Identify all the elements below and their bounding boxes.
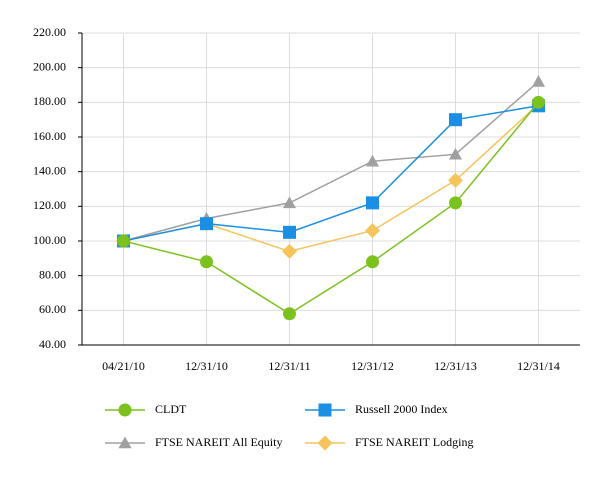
data-point [365, 223, 380, 239]
y-tick-label: 180.00 [33, 94, 66, 108]
x-tick-label: 04/21/10 [102, 359, 145, 373]
y-tick-label: 140.00 [33, 163, 66, 177]
y-tick-label: 220.00 [33, 25, 66, 39]
data-point [200, 255, 213, 269]
data-point [283, 225, 296, 239]
y-tick-label: 80.00 [39, 267, 66, 281]
x-tick-label: 12/31/10 [185, 359, 228, 373]
data-point [282, 243, 297, 259]
data-point [449, 196, 462, 210]
legend-marker [118, 436, 132, 449]
data-point [366, 255, 379, 269]
y-tick-label: 100.00 [33, 233, 66, 247]
legend-label: CLDT [155, 402, 187, 416]
legend-label: Russell 2000 Index [355, 402, 448, 416]
legend-marker [318, 403, 332, 417]
data-point [283, 196, 296, 209]
legend-label: FTSE NAREIT All Equity [155, 435, 282, 449]
data-point [532, 75, 545, 87]
legend-marker [118, 403, 132, 417]
data-point [366, 196, 379, 210]
x-tick-label: 12/31/11 [268, 359, 310, 373]
legend-marker [317, 435, 333, 451]
data-point [283, 307, 296, 321]
series-line [123, 101, 540, 315]
y-tick-label: 160.00 [33, 129, 66, 143]
data-point [532, 95, 545, 109]
y-tick-label: 40.00 [39, 337, 66, 351]
x-tick-label: 12/31/13 [434, 359, 477, 373]
legend-label: FTSE NAREIT Lodging [355, 435, 473, 449]
x-tick-label: 12/31/14 [517, 359, 560, 373]
data-point [449, 113, 462, 127]
y-tick-label: 60.00 [39, 302, 66, 316]
y-tick-label: 120.00 [33, 198, 66, 212]
x-tick-label: 12/31/12 [351, 359, 394, 373]
data-point [366, 154, 379, 167]
data-point [117, 234, 130, 248]
series-line [123, 105, 539, 242]
data-point [200, 217, 213, 231]
series-line [123, 80, 539, 242]
data-point [448, 172, 463, 188]
data-point [449, 147, 462, 160]
y-tick-label: 200.00 [33, 59, 66, 73]
